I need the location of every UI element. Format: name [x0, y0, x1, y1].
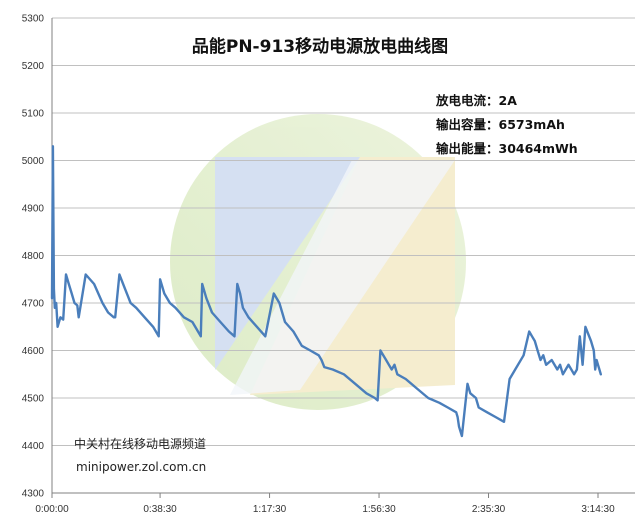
- y-tick-label: 5200: [22, 61, 45, 72]
- x-tick-label: 0:00:00: [35, 504, 69, 515]
- watermark-channel: 中关村在线移动电源频道: [74, 436, 206, 451]
- y-tick-label: 4500: [22, 394, 45, 405]
- y-tick-label: 4600: [22, 346, 45, 357]
- chart-title: 品能PN-913移动电源放电曲线图: [192, 36, 448, 57]
- x-tick-label: 3:14:30: [581, 504, 615, 515]
- watermark-text: 中关村在线移动电源频道 minipower.zol.com.cn: [74, 436, 206, 474]
- y-tick-label: 4300: [22, 489, 45, 500]
- y-tick-label: 4900: [22, 204, 45, 215]
- y-tick-label: 5300: [22, 14, 45, 25]
- watermark-url: minipower.zol.com.cn: [76, 460, 206, 474]
- y-tick-label: 4800: [22, 251, 45, 262]
- x-tick-labels: 0:00:00 0:38:30 1:17:30 1:56:30 2:35:30 3:14:…: [35, 504, 615, 515]
- y-tick-label: 5000: [22, 156, 45, 167]
- y-tick-label: 5100: [22, 109, 45, 120]
- x-tick-label: 2:35:30: [472, 504, 506, 515]
- y-tick-label: 4400: [22, 441, 45, 452]
- annotation-capacity: 输出容量：6573mAh: [436, 117, 565, 132]
- x-tick-label: 1:17:30: [253, 504, 287, 515]
- y-tick-label: 4700: [22, 299, 45, 310]
- discharge-series-line: [50, 145, 602, 438]
- annotation-current: 放电电流：2A: [435, 93, 517, 108]
- grid-lines: [52, 17, 635, 446]
- x-tick-label: 1:56:30: [362, 504, 396, 515]
- watermark-logo-icon: [170, 114, 466, 410]
- y-tick-labels: 4300 4400 4500 4600 4700 4800 4900 5000 5100 5200…: [22, 14, 45, 500]
- annotation-energy: 输出能量：30464mWh: [436, 141, 578, 156]
- info-annotations: 放电电流：2A 输出容量：6573mAh 输出能量：30464mWh: [435, 93, 578, 156]
- x-tick-label: 0:38:30: [143, 504, 177, 515]
